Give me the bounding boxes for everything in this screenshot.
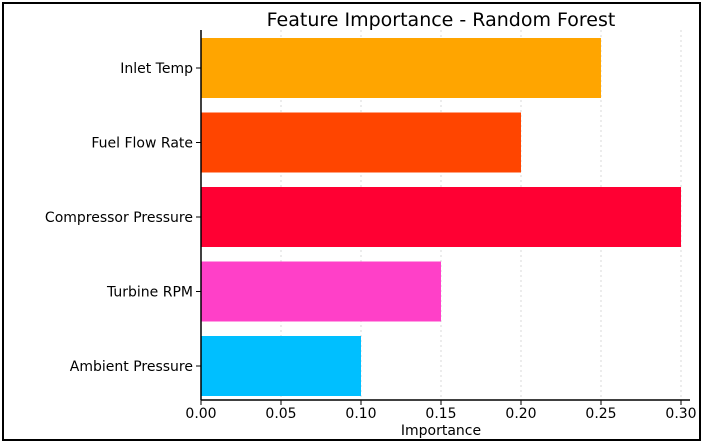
y-tick-label: Turbine RPM: [106, 285, 193, 301]
x-tick-labels: 0.00 0.05 0.10 0.15 0.20 0.25 0.30: [185, 400, 697, 422]
x-tick-label: 0.15: [425, 406, 456, 422]
y-tick-label: Compressor Pressure: [45, 210, 193, 226]
bar: [201, 261, 441, 322]
x-axis-label: Importance: [401, 423, 481, 439]
x-tick-label: 0.20: [505, 406, 536, 422]
bar: [201, 38, 601, 98]
bars: [201, 38, 681, 396]
bar: [201, 336, 361, 396]
x-tick-label: 0.25: [585, 406, 616, 422]
chart-title: Feature Importance - Random Forest: [267, 9, 616, 31]
x-tick-label: 0.30: [665, 406, 696, 422]
x-tick-label: 0.00: [185, 406, 216, 422]
y-tick-label: Fuel Flow Rate: [91, 136, 193, 152]
x-tick-label: 0.05: [265, 406, 296, 422]
y-tick-label: Ambient Pressure: [70, 359, 193, 375]
bar: [201, 187, 681, 247]
y-tick-labels: Inlet Temp Fuel Flow Rate Compressor Press…: [45, 61, 201, 375]
y-tick-label: Inlet Temp: [120, 61, 193, 77]
x-tick-label: 0.10: [345, 406, 376, 422]
bar: [201, 112, 521, 173]
